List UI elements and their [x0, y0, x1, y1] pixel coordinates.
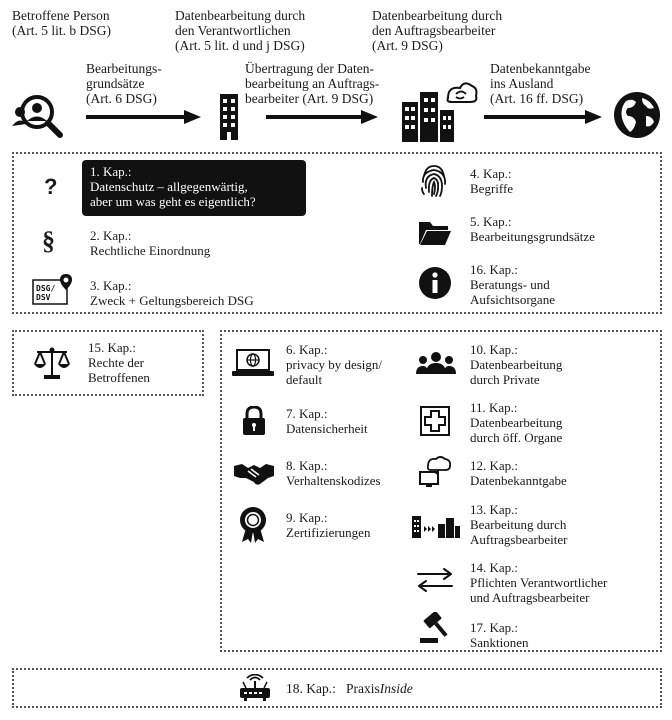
chapter-3[interactable]: 3. Kap.: Zweck + Geltungsbereich DSG [90, 278, 254, 308]
chapter-16[interactable]: 16. Kap.: Beratungs- und Aufsichtsorgane [470, 262, 555, 307]
chapter-10[interactable]: 10. Kap.: Datenbearbeitung durch Private [470, 342, 563, 387]
laptop-globe-icon [232, 349, 274, 376]
chapter-12[interactable]: 12. Kap.: Datenbekanntgabe [470, 458, 567, 488]
folder-icon [419, 222, 451, 245]
svg-text:DSG/: DSG/ [36, 284, 55, 293]
exchange-arrows-icon [417, 568, 453, 592]
chapter-8[interactable]: 8. Kap.: Verhaltenskodizes [286, 458, 381, 488]
chapter-14[interactable]: 14. Kap.: Pflichten Verantwortlicher und… [470, 560, 608, 605]
building-icon [220, 94, 238, 140]
actor-controller: Datenbearbeitung durch den Verantwortlic… [175, 8, 306, 53]
hospital-cross-icon [420, 406, 450, 436]
chapter-group-practice: 18. Kap.: PraxisInside [12, 668, 662, 708]
building-transfer-icon [412, 516, 460, 538]
chapter-1-highlight[interactable]: 1. Kap.: Datenschutz – allgegenwärtig, a… [82, 160, 306, 216]
chapter-13[interactable]: 13. Kap.: Bearbeitung durch Auftragsbear… [470, 502, 568, 547]
chapter-2[interactable]: 2. Kap.: Rechtliche Einordnung [90, 228, 211, 258]
cloud-monitor-icon [419, 456, 452, 487]
arrow-right-icon [484, 110, 602, 124]
chapter-11[interactable]: 11. Kap.: Datenbearbeitung durch öff. Or… [470, 400, 563, 445]
people-group-icon [416, 352, 456, 374]
chapter-group-rights: 15. Kap.: Rechte der Betroffenen [12, 330, 204, 396]
arrow-label-abroad: Datenbekanntgabe ins Ausland (Art. 16 ff… [490, 61, 591, 106]
certificate-icon [240, 507, 266, 543]
actor-processor: Datenbearbeitung durch den Auftragsbearb… [372, 8, 503, 53]
chapter-18[interactable]: 18. Kap.: PraxisInside [286, 681, 413, 696]
paragraph-icon: § [42, 226, 55, 255]
handshake-icon [234, 464, 274, 485]
svg-text:DSV: DSV [36, 293, 51, 302]
globe-icon [614, 92, 660, 138]
chapter-4[interactable]: 4. Kap.: Begriffe [470, 166, 514, 196]
chapter-15[interactable]: 15. Kap.: Rechte der Betroffenen [88, 340, 150, 385]
question-icon: ? [44, 174, 58, 199]
city-cloud-icon [402, 82, 478, 142]
person-search-icon [12, 95, 63, 138]
arrow-label-transfer: Übertragung der Daten- bearbeitung an Au… [245, 61, 380, 106]
chapter-7[interactable]: 7. Kap.: Datensicherheit [286, 406, 368, 436]
info-icon [419, 267, 451, 299]
router-icon [240, 674, 270, 701]
lock-icon [243, 406, 265, 435]
arrow-label-principles: Bearbeitungs- grundsätze (Art. 6 DSG) [86, 61, 162, 106]
arrow-right-icon [86, 110, 201, 124]
scales-icon [34, 347, 70, 379]
fingerprint-icon [421, 165, 446, 197]
chapter-group-implementation: 6. Kap.: privacy by design/ default 7. K… [220, 330, 662, 652]
chapter-5[interactable]: 5. Kap.: Bearbeitungsgrundsätze [470, 214, 595, 244]
gavel-icon [420, 612, 448, 643]
chapter-6[interactable]: 6. Kap.: privacy by design/ default [286, 342, 383, 387]
chapter-group-fundamentals: ? 1. Kap.: Datenschutz – allgegenwärtig,… [12, 152, 662, 314]
chapter-17[interactable]: 17. Kap.: Sanktionen [470, 620, 529, 650]
actor-data-subject: Betroffene Person (Art. 5 lit. b DSG) [12, 8, 111, 38]
chapter-9[interactable]: 9. Kap.: Zertifizierungen [286, 510, 371, 540]
arrow-right-icon [266, 110, 378, 124]
dsg-map-pin-icon: DSG/ DSV [32, 274, 72, 305]
